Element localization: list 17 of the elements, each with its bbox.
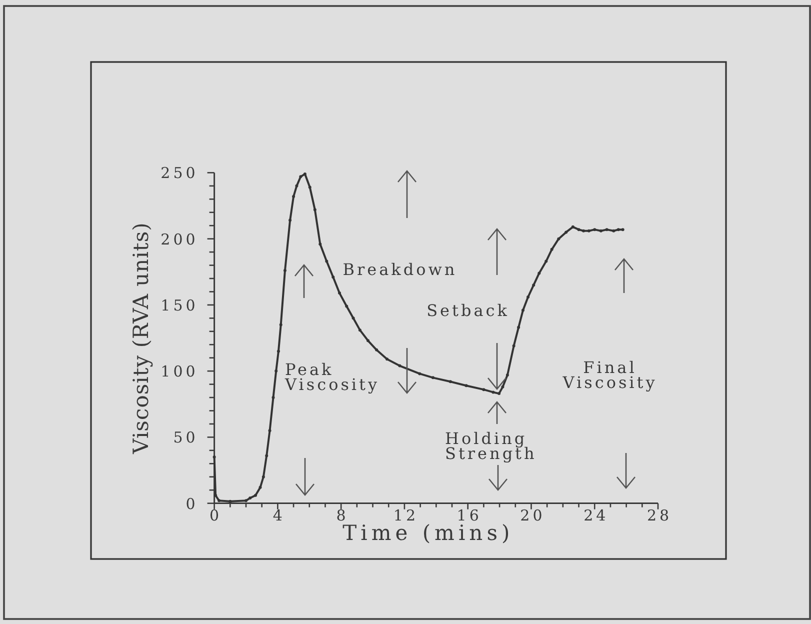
x-tick-label: 0 bbox=[210, 506, 222, 524]
y-tick-label: 100 bbox=[160, 362, 198, 381]
x-tick-label: 24 bbox=[584, 506, 609, 524]
annotation: Peak Viscosity bbox=[284, 360, 380, 394]
y-tick-label: 150 bbox=[160, 296, 198, 314]
x-tick-label: 28 bbox=[646, 506, 672, 524]
y-tick-label: 250 bbox=[160, 164, 198, 182]
annotation: Final Viscosity bbox=[562, 358, 658, 392]
x-tick-label: 20 bbox=[520, 506, 546, 524]
annotation: Holding Strength bbox=[445, 429, 537, 463]
y-axis-title: Viscosity (RVA units) bbox=[129, 222, 153, 455]
y-tick-label: 50 bbox=[173, 428, 198, 447]
y-tick-label: 200 bbox=[160, 230, 198, 248]
annotation: Breakdown bbox=[342, 260, 458, 279]
annotation: Setback bbox=[426, 301, 510, 320]
x-tick-label: 4 bbox=[272, 506, 286, 524]
y-tick-label: 0 bbox=[186, 494, 198, 513]
